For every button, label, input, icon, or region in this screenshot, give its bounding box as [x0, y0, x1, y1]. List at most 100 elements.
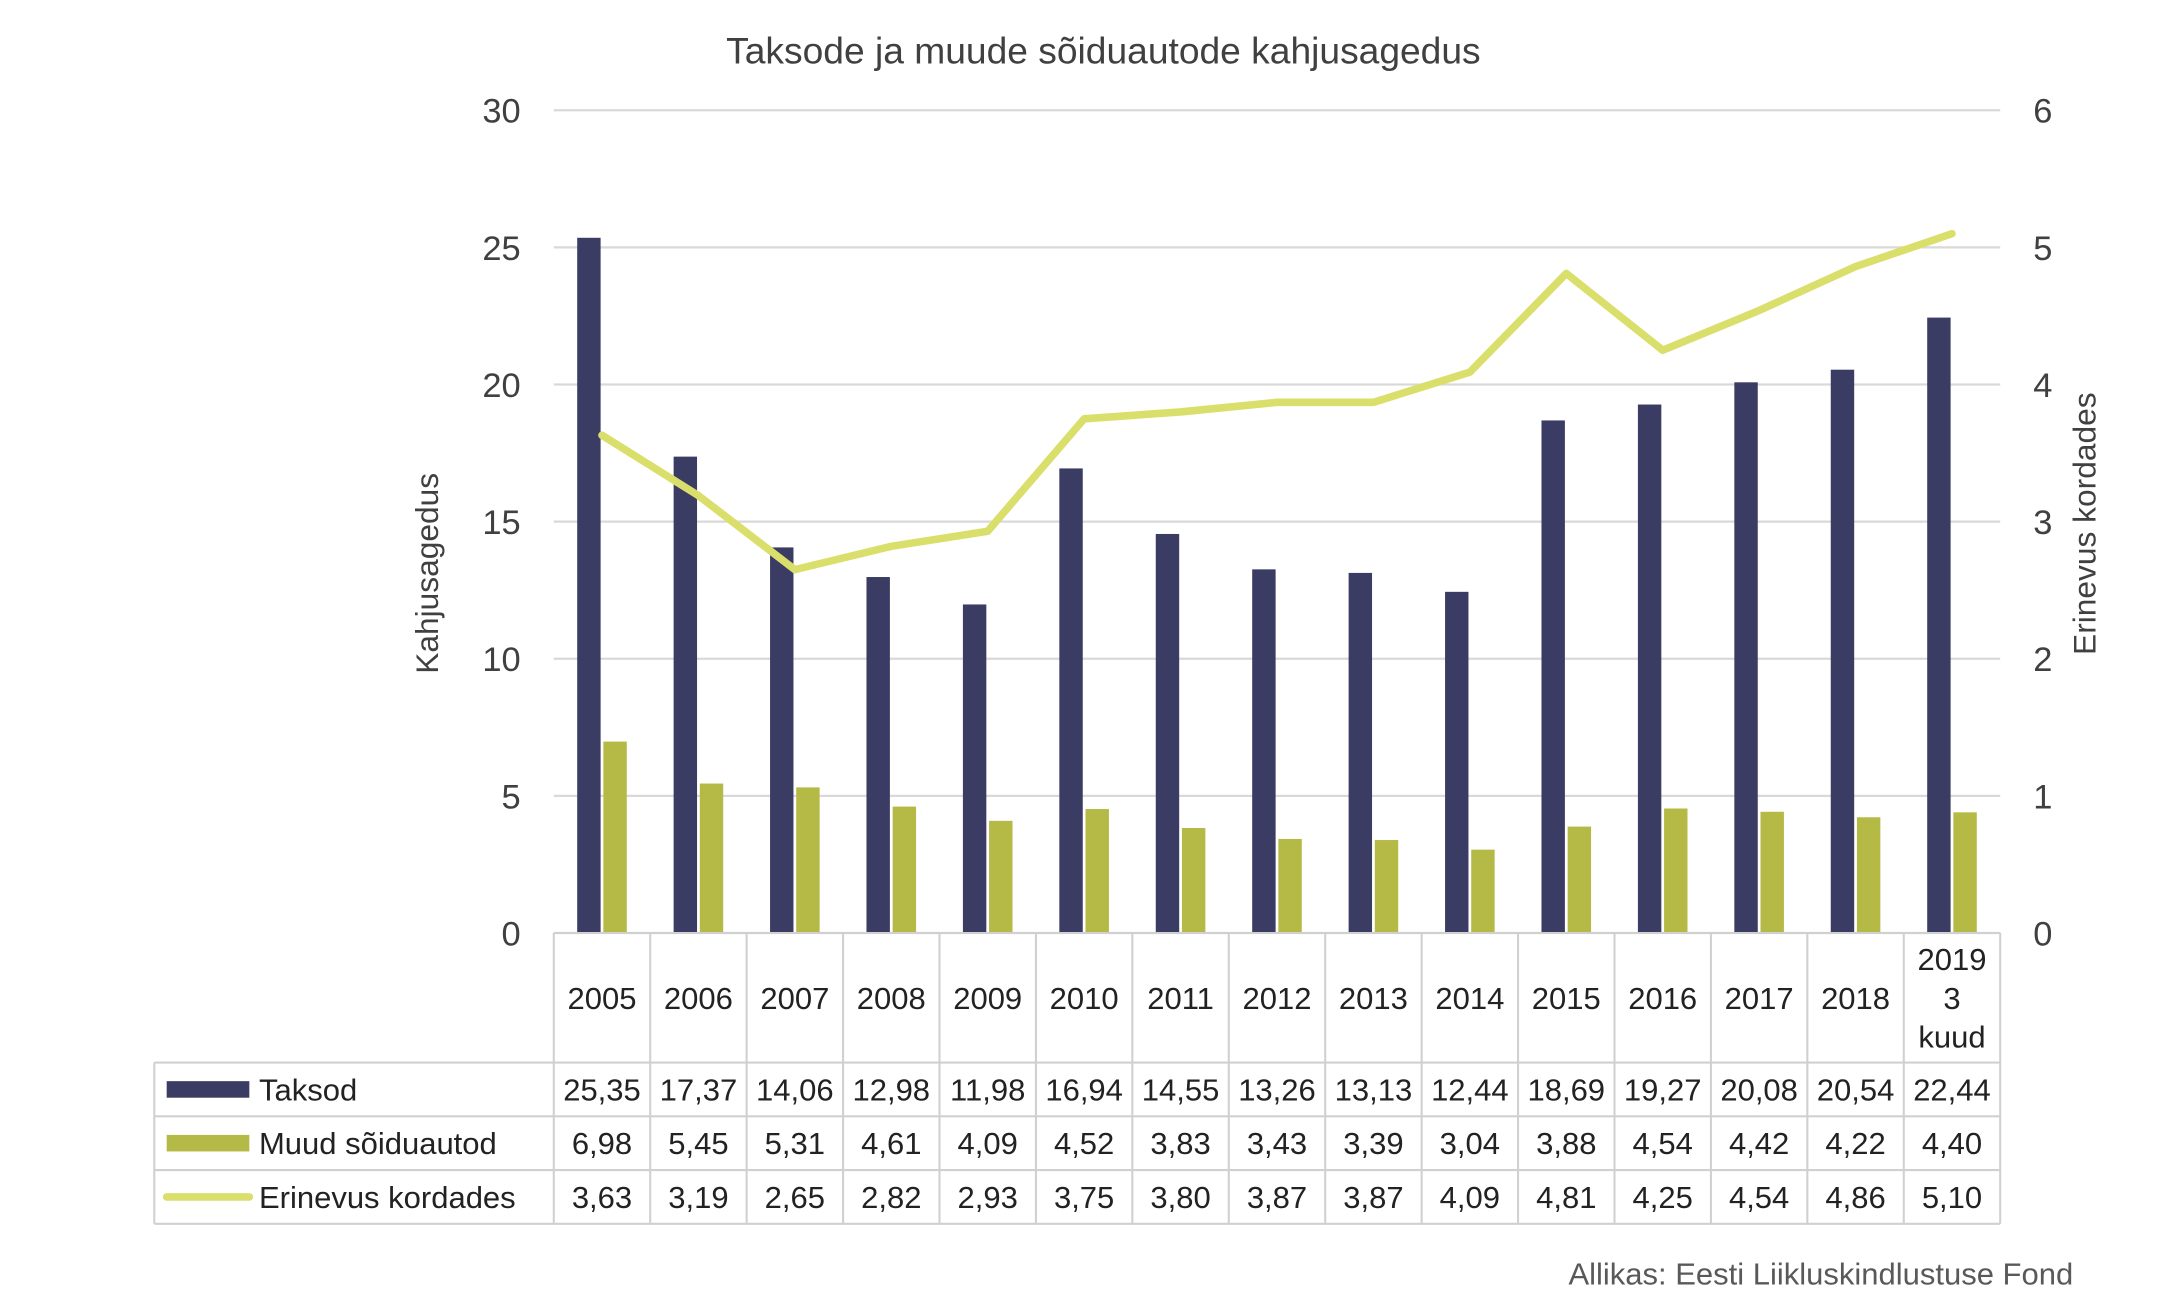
- table-value-muud-s-iduautod: 4,52: [1054, 1126, 1114, 1161]
- table-value-erinevus-kordades: 3,19: [668, 1180, 728, 1215]
- y-tick-label-left: 15: [482, 504, 520, 542]
- table-value-taksod: 13,26: [1238, 1072, 1316, 1107]
- legend-label-muud-s-iduautod: Muud sõiduautod: [259, 1126, 497, 1161]
- table-value-muud-s-iduautod: 4,54: [1633, 1126, 1693, 1161]
- bar-taksod: [866, 577, 890, 934]
- bar-muud-soiduautod: [1856, 817, 1881, 934]
- table-value-erinevus-kordades: 2,82: [861, 1180, 921, 1215]
- data-table: 2005 2006 2007 2008 2009 2010 2011 2012 2013 2014…: [153, 931, 2002, 1225]
- y-tick-label-left: 25: [482, 230, 520, 268]
- table-value-erinevus-kordades: 4,25: [1633, 1180, 1693, 1215]
- bar-taksod: [1927, 317, 1951, 934]
- bar-muud-soiduautod: [699, 783, 724, 934]
- bar-taksod: [1637, 404, 1662, 934]
- y-tick-label-left: 5: [502, 778, 521, 816]
- grid-lines: [553, 109, 2001, 935]
- table-value-erinevus-kordades: 5,10: [1922, 1180, 1982, 1215]
- category-label: 2014: [1435, 981, 1504, 1016]
- y-tick-label-right: 5: [2033, 230, 2052, 268]
- table-value-muud-s-iduautod: 4,40: [1922, 1126, 1982, 1161]
- table-value-muud-s-iduautod: 3,83: [1150, 1126, 1210, 1161]
- category-label: 2015: [1532, 981, 1601, 1016]
- category-label: 2012: [1243, 981, 1312, 1016]
- table-value-muud-s-iduautod: 4,42: [1729, 1126, 1789, 1161]
- category-label: 2005: [568, 981, 637, 1016]
- y-tick-label-right: 4: [2033, 367, 2052, 405]
- source-note: Allikas: Eesti Liikluskindlustuse Fond: [1568, 1256, 2073, 1291]
- bar-taksod: [1348, 572, 1373, 934]
- category-label: 2007: [760, 981, 829, 1016]
- category-label: 2009: [953, 981, 1022, 1016]
- category-label: 2010: [1050, 981, 1119, 1016]
- y-tick-label-left: 20: [482, 367, 520, 405]
- bar-taksod: [577, 237, 601, 934]
- bar-muud-soiduautod: [1567, 826, 1592, 934]
- legend-swatch-muud-s-iduautod: [166, 1134, 250, 1152]
- bar-taksod: [673, 456, 698, 934]
- table-value-erinevus-kordades: 4,86: [1825, 1180, 1885, 1215]
- legend-label-erinevus-kordades: Erinevus kordades: [259, 1180, 516, 1215]
- legend-swatch-taksod: [166, 1081, 250, 1098]
- y-tick-label-right: 1: [2033, 778, 2052, 816]
- y-axis-title-left: Kahjusagedus: [409, 473, 445, 674]
- table-value-taksod: 20,08: [1720, 1072, 1798, 1107]
- table-value-taksod: 22,44: [1913, 1072, 1991, 1107]
- table-value-erinevus-kordades: 2,65: [765, 1180, 825, 1215]
- table-value-muud-s-iduautod: 3,39: [1343, 1126, 1403, 1161]
- legend-label-taksod: Taksod: [259, 1072, 357, 1107]
- table-value-erinevus-kordades: 4,81: [1536, 1180, 1596, 1215]
- table-value-taksod: 12,44: [1431, 1072, 1509, 1107]
- y-tick-label-right: 2: [2033, 641, 2052, 679]
- bar-muud-soiduautod: [796, 787, 820, 934]
- y-tick-label-right: 6: [2033, 93, 2052, 131]
- bar-taksod: [1059, 468, 1083, 934]
- category-label: 2016: [1628, 981, 1697, 1016]
- bar-muud-soiduautod: [1471, 849, 1495, 934]
- bar-muud-soiduautod: [1374, 840, 1399, 934]
- table-value-taksod: 17,37: [660, 1072, 738, 1107]
- table-value-taksod: 11,98: [950, 1072, 1025, 1107]
- table-value-muud-s-iduautod: 5,31: [765, 1126, 825, 1161]
- table-value-muud-s-iduautod: 3,04: [1440, 1126, 1500, 1161]
- table-value-taksod: 13,13: [1335, 1072, 1413, 1107]
- table-value-taksod: 14,55: [1142, 1072, 1220, 1107]
- table-value-taksod: 12,98: [852, 1072, 930, 1107]
- category-label: 2013: [1339, 981, 1408, 1016]
- table-value-taksod: 19,27: [1624, 1072, 1702, 1107]
- bar-taksod: [1734, 382, 1758, 934]
- table-value-taksod: 16,94: [1045, 1072, 1123, 1107]
- table-value-muud-s-iduautod: 3,88: [1536, 1126, 1596, 1161]
- bar-muud-soiduautod: [1181, 827, 1206, 934]
- bar-taksod: [1252, 569, 1276, 934]
- chart-title: Taksode ja muude sõiduautode kahjusagedu…: [726, 29, 1480, 71]
- bar-muud-soiduautod: [603, 741, 627, 934]
- table-value-erinevus-kordades: 3,63: [572, 1180, 632, 1215]
- table-value-erinevus-kordades: 3,87: [1247, 1180, 1307, 1215]
- table-value-muud-s-iduautod: 4,09: [958, 1126, 1018, 1161]
- table-value-erinevus-kordades: 3,87: [1343, 1180, 1403, 1215]
- y-tick-label-right: 0: [2033, 915, 2052, 953]
- category-label: 2017: [1725, 981, 1794, 1016]
- table-value-muud-s-iduautod: 6,98: [572, 1126, 632, 1161]
- bar-taksod: [1830, 369, 1855, 934]
- table-value-erinevus-kordades: 4,54: [1729, 1180, 1789, 1215]
- category-label: 2018: [1821, 981, 1890, 1016]
- table-value-erinevus-kordades: 2,93: [958, 1180, 1018, 1215]
- bar-muud-soiduautod: [892, 806, 917, 934]
- table-value-erinevus-kordades: 3,75: [1054, 1180, 1114, 1215]
- bar-muud-soiduautod: [1085, 809, 1109, 934]
- table-value-erinevus-kordades: 4,09: [1440, 1180, 1500, 1215]
- bar-taksod: [962, 604, 987, 934]
- table-value-muud-s-iduautod: 5,45: [668, 1126, 728, 1161]
- y-tick-label-left: 30: [482, 93, 520, 131]
- category-label: 2008: [857, 981, 926, 1016]
- table-value-taksod: 25,35: [563, 1072, 641, 1107]
- table-value-taksod: 20,54: [1817, 1072, 1895, 1107]
- bar-taksod: [1445, 591, 1469, 934]
- y-tick-label-right: 3: [2033, 504, 2052, 542]
- bar-muud-soiduautod: [1953, 812, 1977, 934]
- category-label: 2011: [1147, 981, 1214, 1016]
- ratio-line: [598, 229, 1956, 574]
